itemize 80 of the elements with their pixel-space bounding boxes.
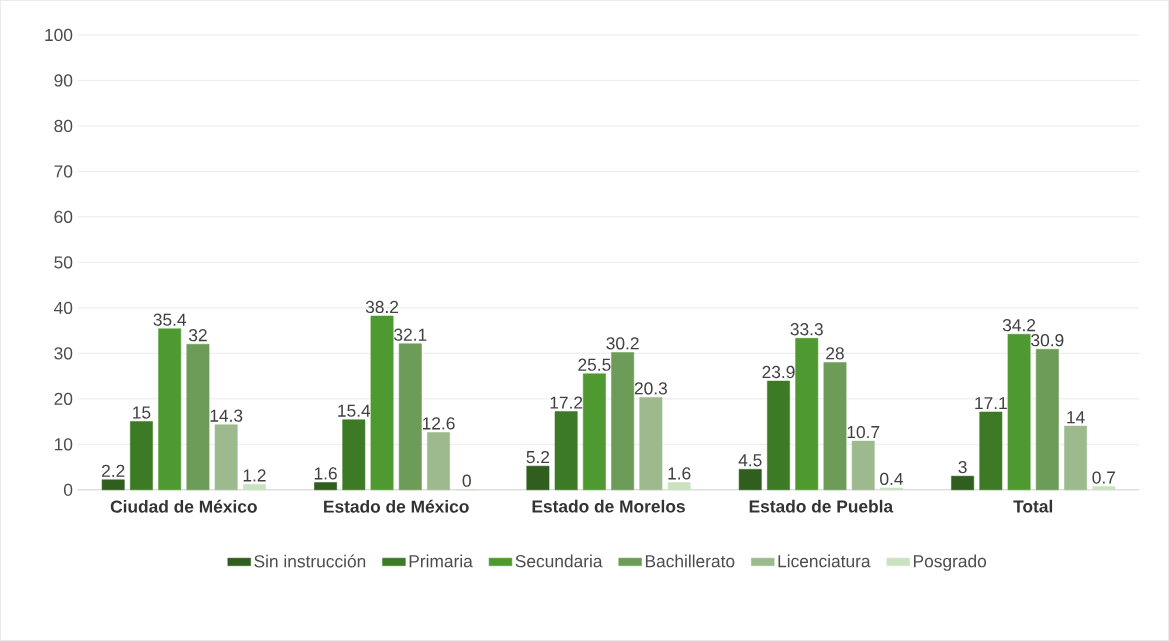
y-tick-label: 0: [63, 483, 73, 497]
bar: [554, 411, 578, 491]
data-label: 12.6: [422, 417, 455, 430]
bar: [667, 482, 691, 491]
bar: [1035, 349, 1059, 491]
bar: [1092, 486, 1116, 491]
bar: [823, 362, 847, 491]
data-label: 1.2: [243, 469, 266, 482]
bar: [1064, 425, 1087, 491]
data-label: 34.2: [1002, 319, 1036, 332]
data-label: 32.1: [394, 328, 427, 341]
bar: [158, 328, 182, 491]
data-label: 25.5: [578, 358, 611, 371]
bar: [979, 411, 1003, 491]
data-label: 38.2: [365, 300, 399, 314]
bar: [1007, 334, 1031, 491]
bar: [370, 315, 394, 491]
data-label: 20.3: [634, 382, 667, 395]
data-label: 1.6: [668, 467, 691, 480]
bar: [186, 344, 210, 491]
data-label: 0.7: [1092, 471, 1115, 484]
data-label: 28: [826, 347, 844, 360]
bar: [795, 338, 819, 491]
legend-label: Secundaria: [515, 554, 603, 568]
bar: [243, 484, 266, 491]
bar: [398, 343, 422, 491]
data-label: 15.4: [338, 404, 371, 417]
y-tick-label: 20: [54, 392, 73, 406]
bar: [767, 380, 790, 491]
data-label: 32: [188, 329, 207, 342]
bar: [427, 432, 450, 491]
x-tick-label: Ciudad de México: [110, 499, 257, 513]
x-tick-label: Total: [1013, 499, 1053, 513]
data-label: 14: [1067, 411, 1085, 424]
data-label: 0.4: [880, 472, 904, 486]
data-label: 4.5: [738, 454, 762, 467]
data-label: 3: [958, 461, 967, 474]
x-tick-label: Estado de Morelos: [532, 499, 685, 513]
x-tick-label: Estado de Puebla: [749, 499, 894, 513]
data-label: 35.4: [153, 313, 187, 326]
bar: [851, 440, 875, 491]
y-tick-label: 80: [54, 119, 73, 133]
x-tick-label: Estado de México: [324, 499, 469, 513]
bar: [639, 397, 663, 491]
bar: [738, 469, 762, 491]
bar: [314, 482, 337, 491]
data-label: 2.2: [102, 464, 125, 477]
y-tick-label: 90: [54, 74, 73, 87]
bar: [951, 475, 975, 491]
bar: [130, 421, 153, 491]
data-label: 30.9: [1031, 334, 1064, 347]
data-label: 15: [133, 406, 151, 419]
y-tick-label: 70: [54, 165, 73, 178]
y-tick-label: 60: [54, 210, 73, 224]
y-tick-label: 10: [54, 438, 73, 451]
data-label: 10.7: [847, 426, 880, 439]
data-label: 30.2: [606, 337, 639, 350]
bar: [526, 465, 550, 491]
y-tick-label: 30: [54, 347, 73, 360]
data-label: 5.2: [526, 451, 550, 464]
y-tick-label: 100: [45, 28, 73, 42]
legend-label: Sin instrucción: [254, 554, 366, 568]
legend-label: Primaria: [409, 554, 473, 568]
data-label: 17.2: [550, 396, 583, 409]
data-label: 1.6: [314, 467, 337, 480]
y-tick-label: 40: [54, 301, 73, 315]
data-label: 14.3: [210, 409, 243, 422]
bar: [342, 419, 366, 491]
bar: [611, 352, 635, 491]
bar: [582, 373, 606, 491]
data-label: 0: [462, 474, 471, 487]
legend-label: Bachillerato: [645, 554, 735, 568]
data-label: 17.1: [975, 397, 1007, 410]
data-label: 23.9: [762, 365, 795, 379]
y-tick-label: 50: [54, 256, 73, 269]
data-label: 33.3: [790, 323, 823, 336]
bar: [101, 479, 125, 491]
bar: [214, 424, 238, 491]
legend-label: Posgrado: [913, 554, 987, 571]
legend-label: Licenciatura: [778, 554, 871, 568]
